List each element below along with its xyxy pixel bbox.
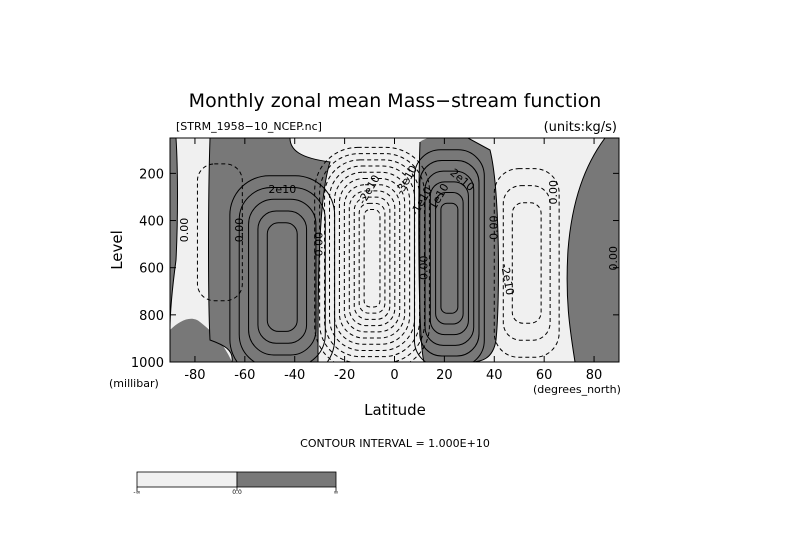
zero-contour-line (418, 141, 425, 362)
contour-line-negative (196, 163, 243, 302)
contour-line-negative (348, 190, 396, 327)
contour-line-positive (248, 198, 317, 356)
colorbar: -∞ 0.0 ∞ (133, 471, 339, 496)
zero-contour-line (566, 138, 606, 362)
shaded-region (595, 348, 613, 362)
x-tick-label: 0 (390, 368, 398, 383)
contour-label: 0.00 (547, 180, 560, 205)
chart-title: Monthly zonal mean Mass−stream function (189, 90, 602, 112)
contour-label: 0.00 (313, 232, 326, 257)
contour-label: 0.00 (178, 218, 191, 243)
zero-contour-line (208, 138, 233, 362)
contour-line-negative (493, 168, 560, 358)
x-tick-label: 20 (436, 368, 453, 383)
shaded-region (170, 318, 232, 362)
contour-lines (170, 138, 606, 362)
contour-line-negative (358, 202, 386, 314)
x-tick-label: 40 (486, 368, 503, 383)
contour-line-positive (419, 159, 480, 357)
x-axis-label: Latitude (364, 401, 426, 419)
contour-line-negative (343, 184, 401, 333)
contour-interval-label: CONTOUR INTERVAL = 1.000E+10 (300, 437, 490, 450)
contour-line-positive (429, 181, 469, 336)
x-tick-label: -20 (334, 368, 355, 383)
x-unit-label: (degrees_north) (533, 383, 621, 396)
contour-label: 0.00 (233, 218, 246, 243)
zero-contour-line (170, 138, 178, 331)
y-unit-label: (millibar) (109, 377, 159, 390)
contour-line-positive (266, 222, 298, 332)
shaded-region (170, 138, 178, 330)
x-axis-ticks: -80 -60 -40 -20 0 20 40 60 80 (184, 138, 602, 383)
x-tick-label: -80 (184, 368, 205, 383)
x-tick-label: 80 (586, 368, 603, 383)
colorbar-positive-swatch (236, 471, 337, 488)
colorbar-label-high: ∞ (334, 489, 339, 496)
contour-line-negative (502, 185, 551, 341)
contour-label: 0.00 (607, 246, 620, 271)
contour-line-negative (333, 171, 411, 345)
contour-line-negative (511, 202, 542, 324)
units-label: (units:kg/s) (544, 120, 617, 135)
x-tick-label: -60 (234, 368, 255, 383)
contour-line-negative (338, 177, 406, 339)
contour-line-negative (329, 165, 416, 351)
x-tick-label: -40 (284, 368, 305, 383)
y-tick-label: 1000 (131, 356, 164, 371)
contour-line-positive (440, 202, 459, 314)
colorbar-negative-swatch (136, 471, 238, 488)
contour-label: 0.00 (417, 255, 430, 280)
y-tick-label: 800 (139, 309, 164, 324)
contour-label: 0.00 (487, 215, 500, 240)
contour-line-negative (314, 146, 430, 362)
contour-line-negative (363, 209, 381, 308)
contour-line-positive (257, 210, 308, 344)
shaded-region (567, 138, 619, 362)
y-axis-label: Level (108, 230, 126, 270)
colorbar-label-low: -∞ (133, 489, 140, 496)
contour-line-positive (435, 192, 464, 325)
zero-contour-line (289, 138, 331, 362)
contour-line-positive (424, 170, 475, 346)
contour-label: 2e10 (268, 183, 296, 196)
contour-label: -2e10 (498, 263, 516, 297)
y-tick-label: 600 (139, 262, 164, 277)
contour-line-negative (353, 196, 391, 320)
file-label: [STRM_1958−10_NCEP.nc] (176, 120, 322, 133)
y-tick-label: 400 (139, 215, 164, 230)
colorbar-label-mid: 0.0 (232, 489, 242, 496)
contour-line-positive (413, 149, 485, 362)
zero-contour-line (467, 138, 499, 362)
y-axis-ticks: 200 400 600 800 1000 (131, 167, 619, 371)
contour-line-positive (238, 187, 326, 362)
y-tick-label: 200 (139, 167, 164, 182)
x-tick-label: 60 (536, 368, 553, 383)
